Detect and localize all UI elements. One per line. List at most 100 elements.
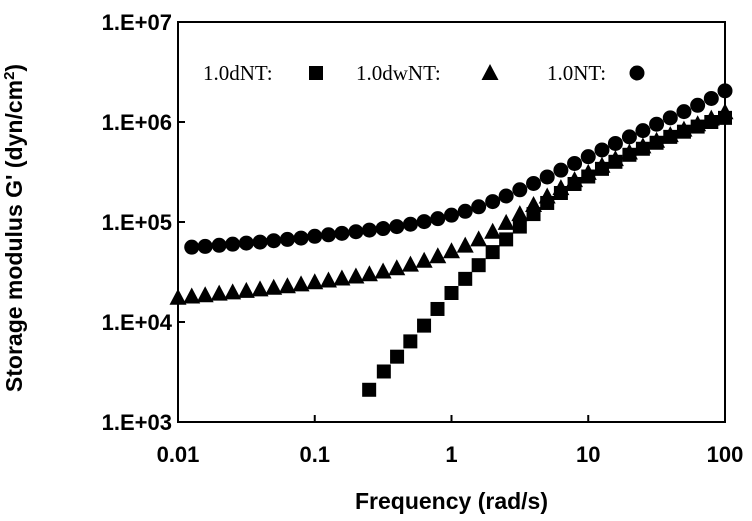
x-axis-title: Frequency (rad/s) [355,488,548,514]
legend: 1.0dNT: 1.0dwNT: 1.0NT: [203,61,645,85]
data-point-triangle [265,278,283,295]
data-point-triangle [347,267,365,284]
x-tick-label: 0.01 [157,442,200,467]
data-point-circle [607,135,623,151]
data-point-circle [307,228,323,244]
y-tick-label: 1.E+04 [102,310,173,335]
data-point-square [376,364,391,379]
x-axis: 0.01 0.1 1 10 100 [157,415,744,467]
y-axis-title-main: Storage modulus G' (dyn/cm [1,80,27,392]
data-point-circle [512,182,528,198]
data-point-triangle [360,265,378,282]
data-point-triangle [511,205,529,222]
data-point-square [444,285,459,300]
data-point-triangle [661,126,679,143]
series-square [362,110,732,397]
data-point-circle [279,231,295,247]
data-point-triangle [552,179,570,196]
data-point-triangle [237,281,255,298]
series-triangle [169,103,734,305]
data-point-circle [703,90,719,106]
data-point-square [430,301,445,316]
data-point-square [485,245,500,260]
data-point-triangle [292,275,310,292]
y-axis-title-suffix: ) [1,64,27,72]
data-point-circle [416,214,432,230]
data-point-circle [539,169,555,185]
data-point-circle [471,199,487,215]
data-point-triangle [470,230,488,247]
y-tick-label: 1.E+03 [102,410,172,435]
legend-label: 1.0dNT: [203,61,273,85]
data-point-triangle [388,259,406,276]
x-tick-label: 10 [576,442,600,467]
data-point-triangle [278,277,296,294]
data-point-circle [553,162,569,178]
data-point-triangle [620,143,638,160]
data-point-circle [320,227,336,243]
x-tick-label: 100 [707,442,744,467]
data-point-triangle [702,109,720,126]
data-point-circle [334,225,350,241]
legend-marker-circle [629,65,645,81]
legend-marker-triangle [481,64,499,80]
data-point-circle [375,221,391,237]
data-point-circle [184,239,200,255]
data-point-circle [649,116,665,132]
data-point-triangle [306,273,324,290]
data-point-circle [252,234,268,250]
data-point-triangle [333,269,351,286]
data-point-triangle [525,195,543,212]
data-point-triangle [169,288,187,305]
data-point-square [471,258,486,273]
data-point-circle [485,194,501,210]
legend-marker-square [309,66,323,80]
data-point-square [499,232,514,247]
x-tick-label: 1 [445,442,457,467]
data-point-triangle [401,255,419,272]
data-point-square [458,271,473,286]
data-point-circle [266,233,282,249]
data-point-triangle [374,262,392,279]
data-point-square [403,334,418,349]
data-point-triangle [606,150,624,167]
data-point-circle [662,110,678,126]
y-axis: 1.E+03 1.E+04 1.E+05 1.E+06 1.E+07 [102,10,185,435]
y-tick-label: 1.E+07 [102,10,172,35]
data-point-circle [457,203,473,219]
data-point-triangle [716,103,734,120]
data-point-triangle [443,242,460,259]
data-point-square [362,382,377,397]
data-point-circle [717,83,733,99]
legend-label: 1.0NT: [547,61,606,85]
data-point-triangle [224,283,242,300]
data-point-square [390,349,405,364]
data-point-circle [444,207,459,223]
data-point-triangle [183,287,201,304]
data-point-triangle [415,251,433,268]
data-point-circle [526,175,542,191]
data-point-triangle [634,137,652,154]
data-point-triangle [210,284,228,301]
data-point-triangle [579,163,597,180]
data-point-circle [197,238,213,254]
y-axis-title: Storage modulus G' (dyn/cm2) [1,64,28,392]
data-point-circle [211,237,227,253]
data-point-triangle [484,222,502,239]
data-point-circle [402,216,418,232]
data-point-triangle [648,131,666,148]
data-point-circle [676,104,692,120]
y-tick-label: 1.E+05 [102,210,172,235]
legend-label: 1.0dwNT: [356,61,441,85]
data-point-circle [238,235,254,251]
data-point-circle [635,123,651,139]
y-tick-label: 1.E+06 [102,110,172,135]
series-layer [169,83,734,397]
data-point-square [417,318,432,333]
series-circle [184,83,733,255]
data-point-square [512,219,527,234]
data-point-circle [293,230,309,246]
data-point-circle [567,155,583,171]
data-point-triangle [689,115,707,132]
data-point-circle [430,211,446,227]
